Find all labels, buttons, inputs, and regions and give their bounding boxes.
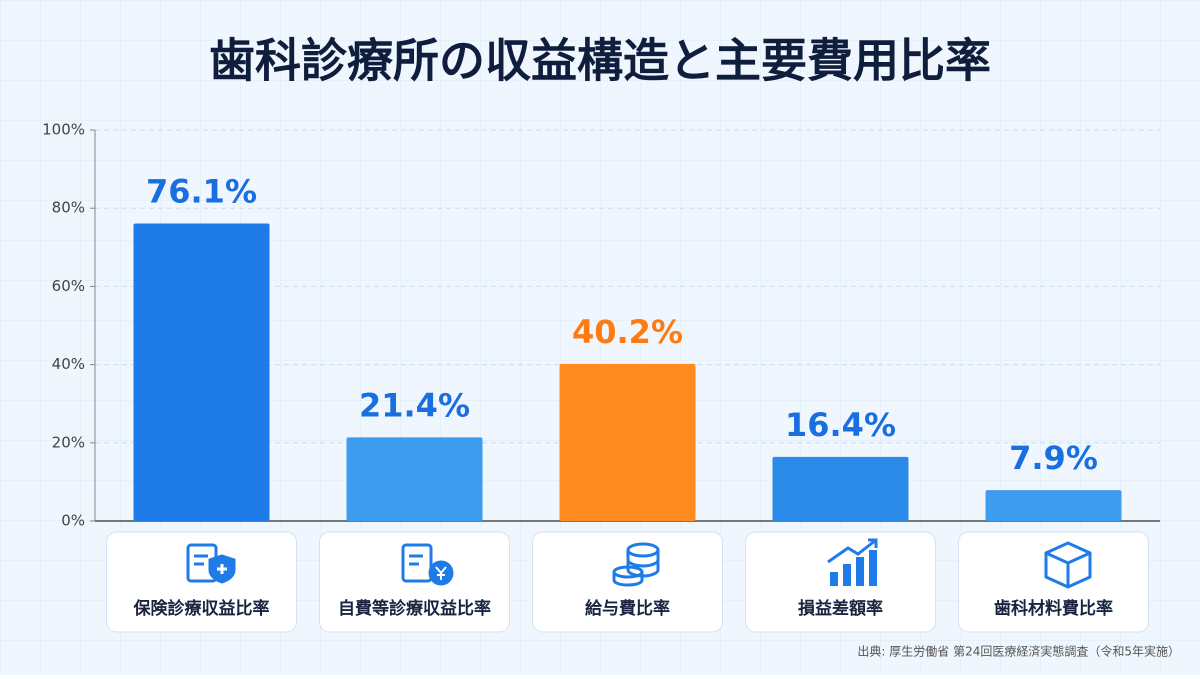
bar: [559, 363, 696, 521]
bar: [772, 456, 909, 521]
y-tick-label: 40%: [52, 355, 85, 373]
value-label: 76.1%: [146, 172, 257, 210]
icon-coins: [612, 542, 660, 587]
x-tick-label: 損益差額率: [798, 598, 883, 619]
icon-growth: [830, 550, 877, 586]
category-card: [745, 531, 936, 633]
category-icons: [186, 538, 1092, 589]
x-tick-label: 給与費比率: [585, 598, 670, 619]
y-tick-label: 20%: [52, 433, 85, 451]
value-label: 40.2%: [572, 313, 683, 351]
bar: [346, 437, 483, 521]
value-label: 7.9%: [1009, 439, 1098, 477]
icon-insurance: [186, 543, 236, 584]
x-tick-label: 自費等診療収益比率: [338, 598, 491, 619]
bar: [133, 223, 270, 521]
category-card: [532, 531, 723, 633]
x-tick-label: 保険診療収益比率: [133, 598, 270, 619]
y-tick-label: 60%: [52, 277, 85, 295]
value-label: 21.4%: [359, 386, 470, 424]
icon-self-pay: [401, 543, 454, 586]
y-tick-label: 80%: [52, 199, 85, 217]
y-tick-label: 0%: [61, 512, 85, 530]
bar: [985, 490, 1122, 521]
y-tick-label: 100%: [42, 121, 85, 139]
x-tick-label: 歯科材料費比率: [994, 598, 1113, 619]
icon-growth-arrow: [827, 538, 878, 564]
value-label: 16.4%: [785, 406, 896, 444]
source-note: 出典: 厚生労働省 第24回医療経済実態調査（令和5年実施）: [857, 644, 1180, 659]
chart-title: 歯科診療所の収益構造と主要費用比率: [209, 34, 991, 88]
icon-box: [1044, 541, 1092, 589]
